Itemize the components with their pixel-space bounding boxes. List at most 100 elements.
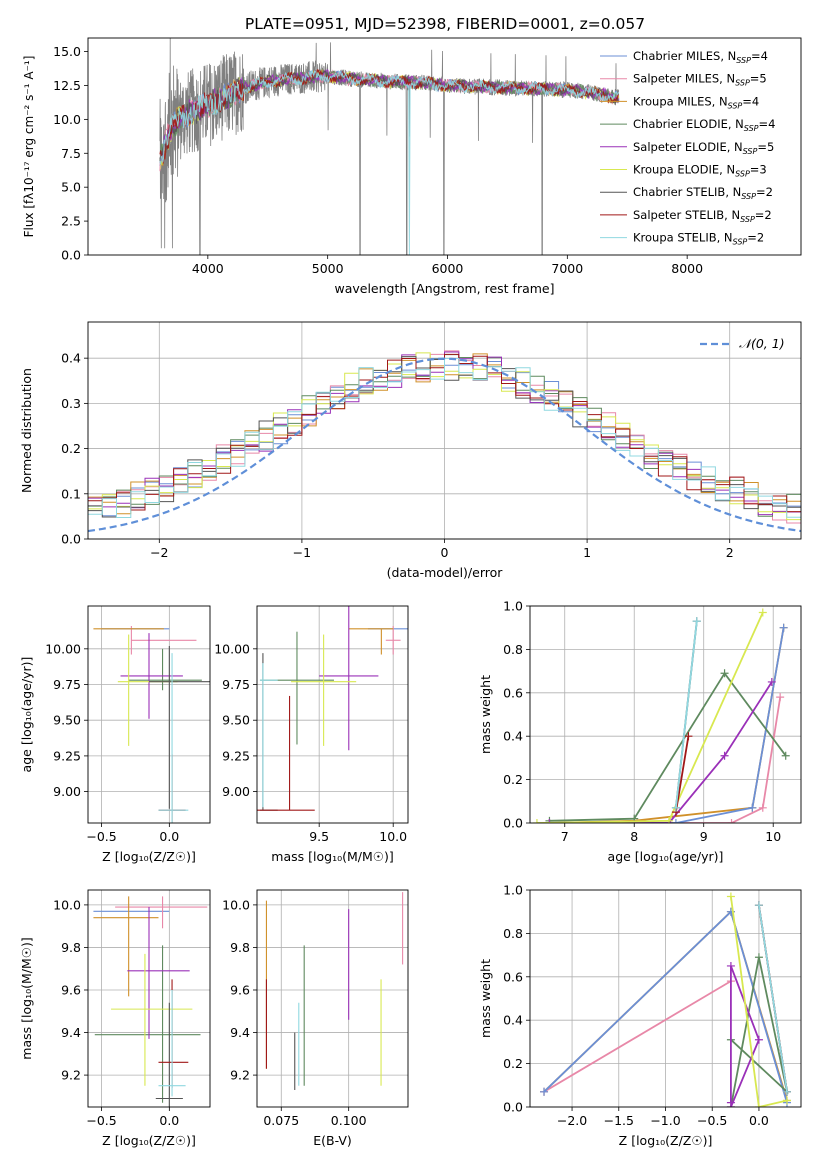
weight_vs_age-panel: 7 8 9 10 0.0 0.2 0.4 0.6 0.8 1.0 age [log₁₀(age/yr… [478,599,802,864]
residuals-ylabel: Normed distribution [19,368,34,493]
weight-line [758,905,788,1092]
mass_vs_ebv-ytick-label: 10.0 [222,897,250,912]
age_vs_mass-plot [257,606,408,811]
weight-marker [726,961,735,970]
age_vs_Z-xtick-label: 0.0 [159,829,179,844]
mass_vs_Z-ytick-label: 9.2 [61,1068,81,1083]
spectrum-xtick-label: 5000 [312,261,344,276]
weight_vs_age-ytick-label: 0.2 [503,772,523,787]
age_vs_Z-frame [87,605,211,824]
mass_vs_ebv-ytick-label: 9.8 [230,940,250,955]
weight-marker [754,1103,763,1107]
spectrum-plot [159,38,620,255]
mass_vs_Z-xtick-label: −0.5 [86,1113,116,1128]
weight-marker [758,803,767,812]
spectrum-xtick-label: 4000 [192,261,224,276]
weight_vs_age-xlabel: age [log₁₀(age/yr)] [608,849,724,864]
weight-marker [664,816,673,823]
residuals-xtick-label: −2 [150,545,168,560]
residuals-frame [87,321,802,540]
spectrum-ytick-label: 12.5 [53,78,81,93]
residuals-ytick-label: 0.0 [61,532,81,547]
weight-line [549,671,787,822]
weight-line [549,696,782,823]
residuals-ytick-label: 0.3 [61,396,81,411]
weight-marker [782,1096,791,1105]
figure-title: PLATE=0951, MJD=52398, FIBERID=0001, z=0… [245,15,645,33]
age_vs_Z-ytick-label: 9.75 [53,677,81,692]
weight-line [543,980,732,1093]
residuals-xtick-label: −1 [293,545,311,560]
weight_vs_age-ytick-label: 1.0 [503,599,523,614]
weight_vs_age-ylabel: mass weight [478,675,493,754]
weight_vs_Z-ytick-label: 0.8 [503,926,523,941]
weight-marker [782,1087,791,1096]
weight-marker [754,1035,763,1044]
spectrum-ytick-label: 2.5 [61,214,81,229]
mass_vs_ebv-frame [256,889,409,1108]
legend-label: Chabrier MILES, NSSP=4 [633,49,768,65]
age_vs_Z-ytick-label: 9.00 [53,784,81,799]
mass_vs_Z-xlabel: Z [log₁₀(Z/Z☉)] [102,1133,196,1148]
weight-marker [671,803,680,812]
mass_vs_Z-ylabel: mass [log₁₀(M/M☉)] [19,937,34,1059]
age_vs_mass-ytick-label: 10.00 [214,641,250,656]
weight-marker [720,669,729,678]
age_vs_Z-ytick-label: 10.00 [45,641,81,656]
spectrum-model-line [159,69,620,255]
spectrum-panel: 4000 5000 6000 7000 8000 0.0 2.5 5.0 7.5 10.0 12.5… [22,37,802,296]
age_vs_mass-ytick-label: 9.50 [222,713,250,728]
weight_vs_age-ytick-label: 0.4 [503,729,523,744]
weight-marker [758,608,767,617]
weight_vs_Z-xtick-label: −0.5 [697,1113,727,1128]
weight-marker [671,819,680,823]
mass_vs_ebv-xlabel: E(B-V) [313,1133,352,1148]
mass_vs_ebv-ytick-label: 9.4 [230,1025,250,1040]
mass_vs_ebv-ytick-label: 9.6 [230,982,250,997]
weight-marker [754,953,763,962]
weight-line [730,957,789,1107]
weight-line [675,621,698,808]
weight_vs_Z-xtick-label: −2.0 [557,1113,587,1128]
weight-marker [754,901,763,910]
mass_vs_Z-ytick-label: 9.6 [61,982,81,997]
age_vs_mass-xtick-label: 10.0 [379,829,407,844]
mass_vs_ebv-xtick-label: 0.075 [263,1113,299,1128]
age_vs_mass-panel: 9.5 10.0 9.00 9.25 9.50 9.75 10.00 mass [log₁₀(… [214,605,409,864]
weight_vs_age-xtick-label: 9 [700,829,708,844]
spectrum-xlabel: wavelength [Angstrom, rest frame] [334,281,554,296]
age_vs_Z-ytick-label: 9.50 [53,713,81,728]
residuals-ytick-label: 0.4 [61,351,81,366]
mass_vs_Z-ytick-label: 9.4 [61,1025,81,1040]
histogram-step [88,356,801,518]
legend-label: Kroupa STELIB, NSSP=2 [633,231,764,247]
weight-marker [720,751,729,760]
age_vs_mass-frame [256,605,409,824]
legend-label: Salpeter STELIB, NSSP=2 [633,208,772,224]
age_vs_mass-ytick-label: 9.25 [222,748,250,763]
weight-line [549,681,773,823]
age_vs_mass-ytick-label: 9.00 [222,784,250,799]
panels: 4000 5000 6000 7000 80000.02.55.07.510.012.5… [19,37,802,1148]
mass_vs_Z-xtick-label: 0.0 [159,1113,179,1128]
residuals-legend: 𝒩(0, 1) [700,336,785,351]
spectrum-xtick-label: 6000 [432,261,464,276]
age_vs_Z-ytick-label: 9.25 [53,748,81,763]
weight-line [549,627,785,823]
weight_vs_Z-ytick-label: 0.6 [503,969,523,984]
mass_vs_Z-panel: −0.5 0.0 9.2 9.4 9.6 9.8 10.0 Z [log₁₀(Z/Z☉)] ma… [19,889,211,1148]
age_vs_Z-panel: −0.5 0.0 9.00 9.25 9.50 9.75 10.00 Z [log₁₀(Z/Z… [19,605,211,864]
weight_vs_age-ytick-label: 0.8 [503,642,523,657]
weight-marker [532,819,541,823]
legend-label: Salpeter ELODIE, NSSP=5 [633,140,774,156]
weight-marker [692,617,701,626]
weight_vs_Z-ytick-label: 0.2 [503,1056,523,1071]
spectrum-ytick-label: 0.0 [61,248,81,263]
mass_vs_ebv-ytick-label: 9.2 [230,1068,250,1083]
age_vs_Z-plot [93,625,210,823]
legend-label: Kroupa ELODIE, NSSP=3 [633,163,767,179]
mass_vs_ebv-xtick-label: 0.100 [331,1113,367,1128]
residuals-xtick-label: 2 [726,545,734,560]
mass_vs_ebv-plot [265,892,404,1090]
